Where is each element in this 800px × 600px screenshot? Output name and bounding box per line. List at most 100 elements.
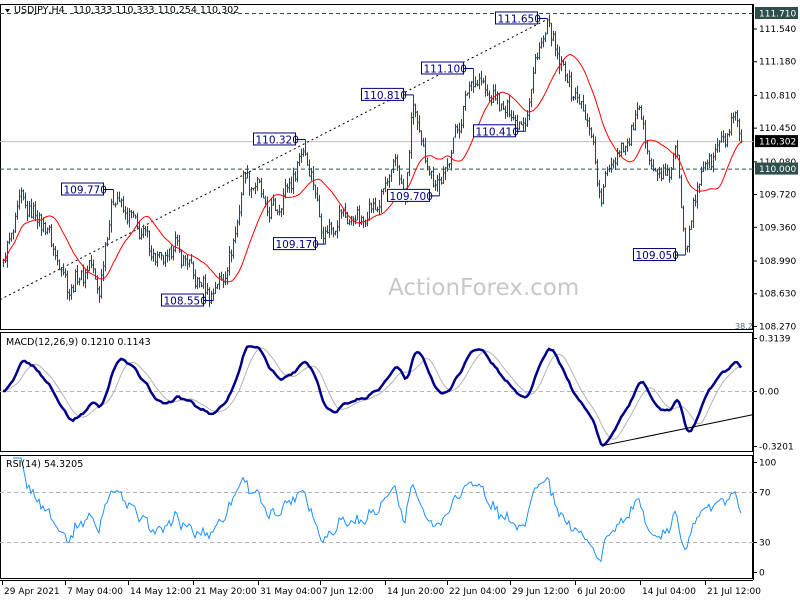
header-ohlc: 110.333 110.333 110.254 110.302 [73, 5, 239, 16]
price-label[interactable]: 109.700 [387, 188, 440, 203]
label-text: 109.770 [64, 185, 107, 197]
ohlc-bar [250, 186, 253, 199]
ohlc-bar [240, 192, 243, 217]
ohlc-bar [396, 154, 399, 171]
ohlc-bar [712, 152, 715, 173]
macd-y-tick-label: -0.3201 [759, 443, 794, 453]
ohlc-bar [436, 174, 439, 192]
ohlc-bar [156, 251, 159, 268]
ohlc-bar [112, 189, 115, 206]
ohlc-bar [680, 174, 683, 208]
price-label[interactable]: 111.650 [495, 11, 548, 26]
ohlc-bar [258, 178, 261, 184]
ohlc-bar [322, 226, 325, 244]
ohlc-bar [278, 204, 281, 216]
ohlc-bar [56, 250, 59, 266]
x-tick-label: 29 Apr 2021 [4, 587, 60, 597]
ohlc-bar [536, 52, 539, 61]
macd-trendline[interactable] [602, 414, 754, 447]
ohlc-bar [738, 118, 741, 142]
ohlc-bar [22, 189, 25, 201]
moving-average [3, 53, 742, 283]
macd-y-tick-label: 0.00 [759, 388, 779, 398]
price-label[interactable]: 108.550 [161, 293, 214, 308]
macd-y-tick-label: 0.3139 [759, 335, 791, 345]
ohlc-bar [48, 225, 51, 233]
x-tick-label: 6 Jul 20:00 [577, 587, 626, 597]
ohlc-bar [654, 167, 657, 172]
price-label[interactable]: 109.170 [273, 237, 326, 252]
ohlc-bar [330, 221, 333, 235]
ohlc-bar [304, 139, 307, 156]
ohlc-bar [548, 14, 551, 28]
price-label[interactable]: 109.770 [61, 182, 114, 197]
x-tick-label: 29 Jun 12:00 [512, 587, 569, 597]
x-tick-label: 7 Jun 12:00 [322, 587, 374, 597]
ohlc-bar [376, 206, 379, 213]
ohlc-bar [92, 259, 95, 274]
ohlc-bar [326, 225, 329, 234]
ohlc-bar [324, 226, 327, 245]
dropdown-triangle-icon[interactable] [5, 9, 10, 13]
ohlc-bar [244, 171, 247, 184]
ohlc-bar [624, 145, 627, 156]
ohlc-bar [152, 248, 155, 262]
price-pane[interactable] [0, 4, 753, 330]
ohlc-bar [398, 165, 401, 186]
ohlc-bar [664, 163, 667, 176]
time-axis[interactable]: 29 Apr 2021 7 May 04:00 14 May 12:00 21 May… [2, 580, 762, 597]
ohlc-bar [552, 30, 555, 42]
ohlc-bar [612, 159, 615, 169]
rsi-pane[interactable] [0, 455, 753, 579]
label-text: 111.650 [498, 13, 541, 25]
price-label[interactable]: 111.100 [421, 61, 474, 76]
ohlc-bar [468, 81, 471, 99]
ohlc-bar [418, 115, 421, 133]
ohlc-bar [620, 142, 623, 157]
ohlc-bar [18, 189, 21, 210]
ohlc-bar [474, 76, 477, 88]
rsi-title: RSI(14) 54.3205 [6, 459, 83, 470]
ohlc-bar [706, 159, 709, 171]
rsi-y-tick-label: 100 [759, 459, 776, 469]
ohlc-bar [584, 104, 587, 121]
ohlc-bar [72, 284, 75, 293]
ohlc-bar [40, 213, 43, 236]
ohlc-bar [96, 275, 99, 294]
ohlc-bar [302, 147, 305, 157]
ohlc-bar [294, 171, 297, 182]
ohlc-bar [528, 98, 531, 121]
ohlc-bar [178, 234, 181, 253]
price-label[interactable]: 109.050 [633, 248, 686, 263]
ohlc-bar [586, 113, 589, 127]
ohlc-bar [146, 225, 149, 238]
ohlc-bar [430, 170, 433, 179]
ohlc-bar [634, 109, 637, 131]
ohlc-bar [444, 166, 447, 181]
ohlc-bar [408, 150, 411, 177]
ohlc-bar [726, 133, 729, 148]
ohlc-bar [502, 101, 505, 110]
ohlc-bar [274, 198, 277, 212]
ohlc-bar [228, 245, 231, 276]
ohlc-bar [504, 105, 507, 119]
ohlc-bar [276, 209, 279, 216]
ohlc-bar [198, 277, 201, 288]
ohlc-bar [542, 35, 545, 48]
price-axis[interactable]: 111.540111.180110.810110.450110.080109.7… [753, 4, 798, 580]
price-label[interactable]: 110.320 [253, 132, 306, 147]
price-label[interactable]: 110.410 [473, 124, 526, 139]
x-tick-label: 31 May 04:00 [260, 587, 322, 597]
ohlc-bar [52, 243, 55, 257]
price-label[interactable]: 110.810 [361, 87, 414, 102]
ohlc-bar [206, 283, 209, 295]
label-box [273, 237, 316, 251]
ohlc-bar [208, 287, 211, 308]
ohlc-bar [496, 91, 499, 105]
ohlc-bar [488, 90, 491, 102]
ohlc-bar [414, 103, 417, 118]
ohlc-bar [54, 246, 57, 260]
y-tick-label: 109.360 [759, 223, 796, 233]
ohlc-bar [600, 188, 603, 207]
